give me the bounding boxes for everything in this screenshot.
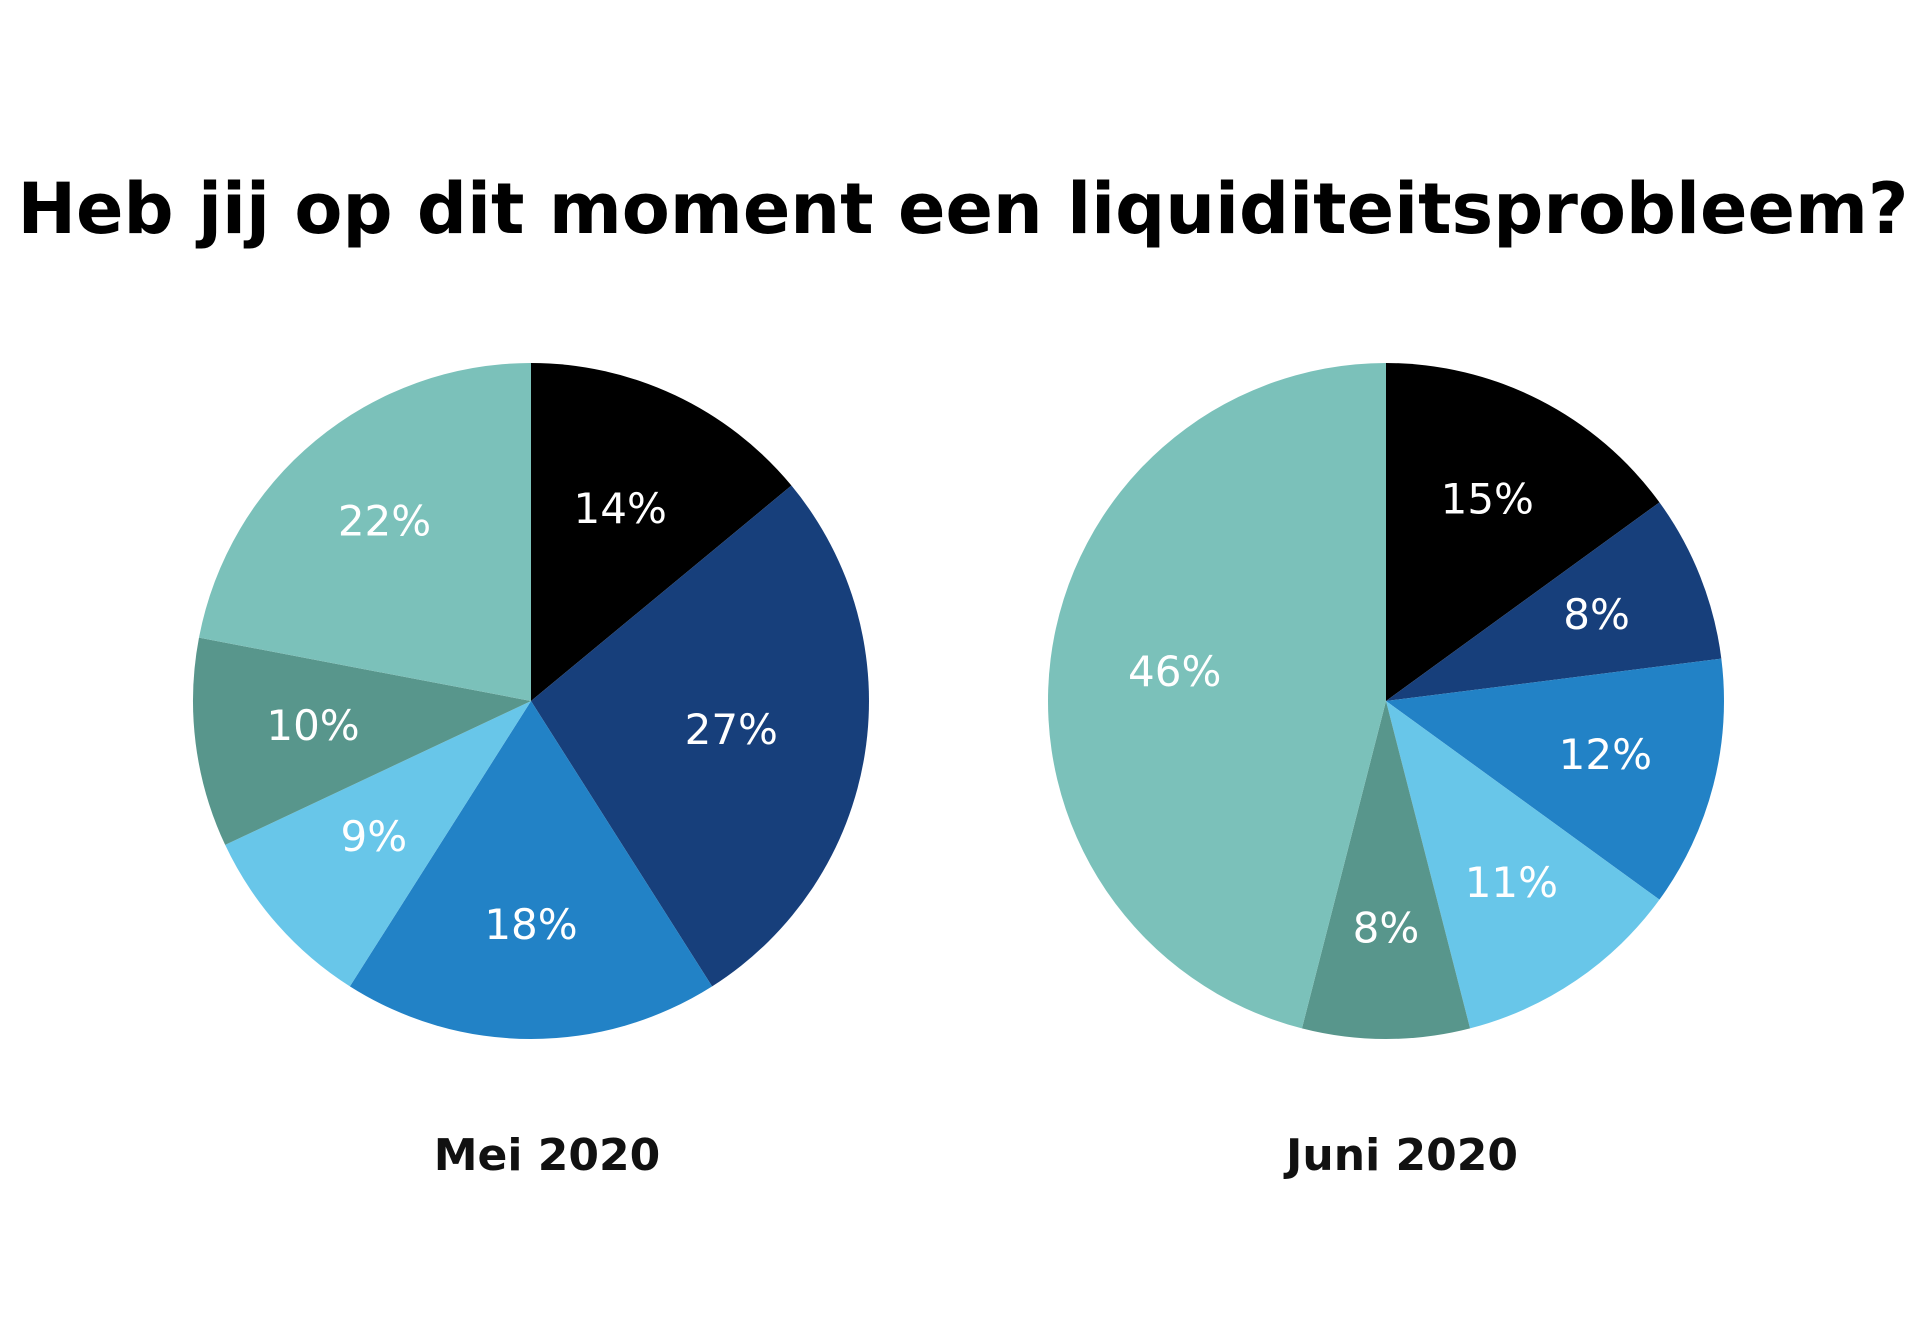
pie-slice (1386, 502, 1722, 701)
pie-slice (1301, 701, 1471, 1039)
pie-slice (531, 363, 792, 701)
pie-slice (193, 637, 532, 845)
pie-slice (1386, 363, 1660, 701)
pie-slice (198, 363, 531, 701)
slice-label: 9% (340, 812, 407, 861)
slice-label: 22% (338, 496, 431, 545)
page-title: Heb jij op dit moment een liquiditeitspr… (17, 168, 1909, 250)
slice-label: 46% (1128, 647, 1221, 696)
slice-label: 8% (1563, 590, 1630, 639)
pie-slice (1047, 363, 1386, 1029)
slice-label: 10% (266, 701, 359, 750)
pie-slice (349, 701, 713, 1039)
pie-chart-juni-2020: 15% 8% 12% 11% 8% 46% Juni 2020 (1047, 363, 1724, 1181)
chart-caption: Juni 2020 (1283, 1130, 1518, 1181)
slice-label: 15% (1441, 475, 1534, 524)
pie-chart-mei-2020: 14% 27% 18% 9% 10% 22% Mei 2020 (193, 363, 869, 1181)
slice-label: 11% (1465, 858, 1558, 907)
slice-label: 27% (685, 705, 778, 754)
pie-slice (225, 701, 531, 987)
chart-caption: Mei 2020 (434, 1130, 661, 1181)
pie-slice (1386, 701, 1660, 1029)
slice-label: 12% (1559, 730, 1652, 779)
slice-label: 14% (574, 484, 667, 533)
pie-slice (531, 485, 869, 987)
slice-label: 18% (484, 900, 577, 949)
pie-slice (1386, 658, 1724, 900)
slice-label: 8% (1353, 903, 1420, 952)
